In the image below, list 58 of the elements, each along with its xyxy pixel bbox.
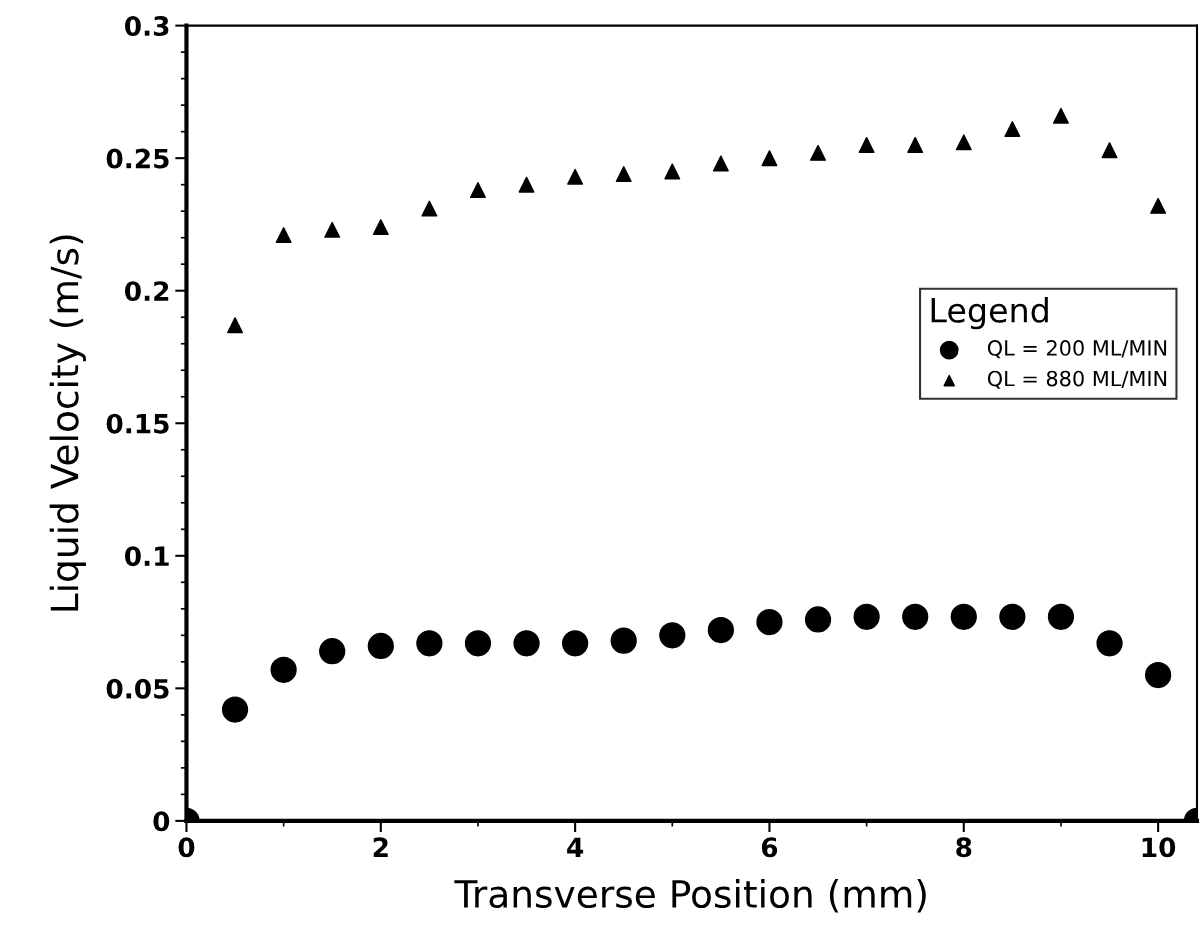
point: [567, 168, 584, 185]
point: [513, 630, 540, 657]
point: [469, 181, 486, 198]
x-tick-label: 0: [178, 837, 195, 858]
point: [464, 630, 492, 657]
legend-label: QL = 880 ML/MIN: [987, 370, 1167, 389]
point: [416, 630, 443, 657]
x-tick-label: 6: [761, 837, 778, 858]
point: [319, 638, 346, 665]
legend-title: Legend: [931, 297, 1048, 330]
point: [1004, 121, 1021, 137]
point: [950, 603, 977, 630]
point: [324, 221, 341, 238]
point: [372, 219, 389, 236]
y-tick-label: 0: [153, 811, 170, 832]
point: [1096, 630, 1123, 657]
x-tick-label: 8: [956, 837, 972, 858]
point: [1101, 142, 1118, 159]
point: [221, 696, 249, 723]
y-tick-label: 0.3: [125, 16, 169, 37]
point: [853, 603, 880, 630]
point: [955, 134, 972, 151]
point: [227, 317, 244, 334]
point: [1145, 661, 1172, 689]
point: [659, 622, 686, 649]
point: [858, 136, 875, 153]
y-tick-label: 0.2: [125, 281, 169, 302]
point: [1047, 603, 1075, 630]
y-tick-label: 0.15: [106, 413, 169, 434]
point: [810, 144, 827, 161]
x-tick-label: 4: [567, 837, 584, 857]
point: [664, 163, 681, 180]
point: [1052, 107, 1069, 124]
y-tick-label: 0.1: [125, 546, 169, 567]
point: [367, 632, 394, 660]
y-axis-title: Liquid Velocity (m/s): [49, 235, 86, 611]
point: [999, 603, 1026, 630]
point: [518, 176, 535, 193]
point: [756, 608, 783, 636]
x-axis-title: Transverse Position (mm): [454, 879, 926, 913]
point: [804, 606, 832, 633]
point: [610, 627, 637, 654]
point: [712, 155, 729, 172]
point: [761, 150, 778, 167]
y-tick-label: 0.05: [106, 678, 169, 699]
y-tick-label: 0.25: [106, 148, 169, 169]
x-tick-label: 2: [373, 837, 388, 857]
point: [562, 630, 589, 657]
legend-label: QL = 200 ML/MIN: [987, 340, 1167, 359]
point: [902, 603, 929, 630]
point: [707, 616, 734, 644]
x-tick-label: 10: [1142, 837, 1176, 858]
point: [1150, 197, 1167, 214]
point: [275, 227, 292, 244]
point: [270, 656, 297, 683]
point: [421, 200, 438, 217]
point: [615, 166, 632, 183]
point: [907, 136, 924, 153]
